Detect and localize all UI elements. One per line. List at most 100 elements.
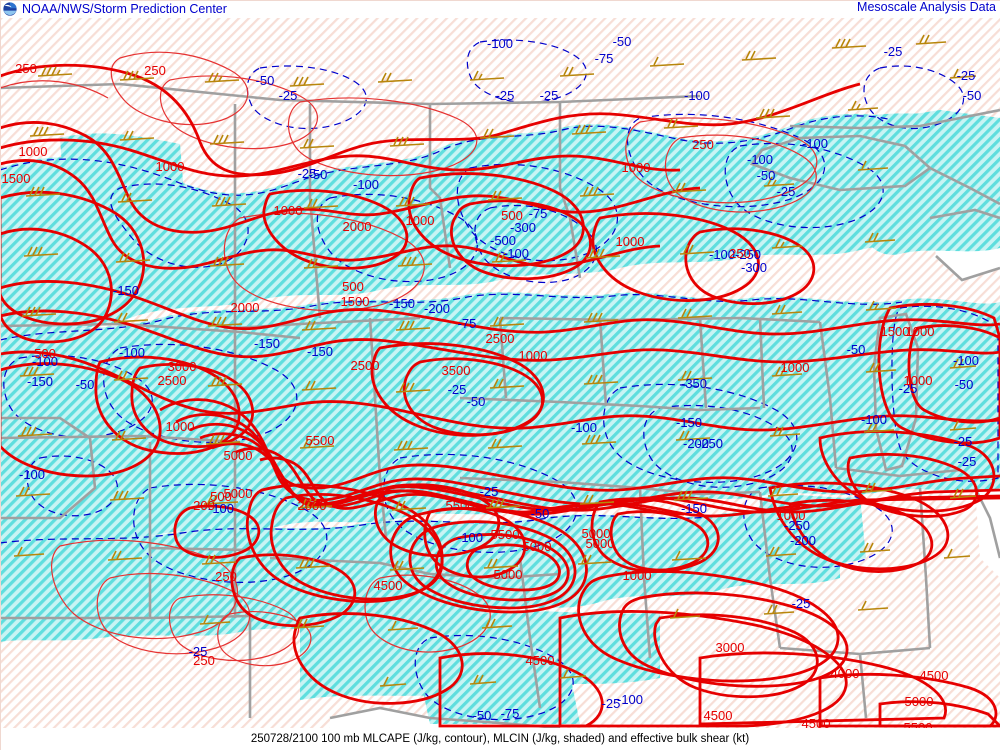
mlcape-label: 5000: [224, 486, 253, 501]
mlcin-label: -100: [617, 692, 643, 707]
mlcape-label: 1000: [622, 160, 651, 175]
mlcape-label: 1000: [519, 348, 548, 363]
mlcape-label: 1000: [166, 419, 195, 434]
mlcin-label: -100: [19, 467, 45, 482]
mlcin-label: -300: [741, 260, 767, 275]
mlcin-label: -75: [458, 316, 477, 331]
mlcape-label: 4000: [831, 666, 860, 681]
mlcin-label: -100: [208, 501, 234, 516]
mlcin-shaded-regions: [0, 110, 1000, 724]
mlcin-label: -25: [958, 454, 977, 469]
mlcape-label: 1000: [623, 568, 652, 583]
mlcape-label: 500: [210, 489, 232, 504]
noaa-seal-icon: [2, 1, 18, 17]
caption-text: 250728/2100 100 mb MLCAPE (J/kg, contour…: [250, 733, 750, 745]
mlcin-label: -25: [279, 88, 298, 103]
mlcin-label: -100: [32, 354, 58, 369]
mlcin-label: -150: [113, 283, 139, 298]
mlcin-label: -100: [119, 345, 145, 360]
mlcin-label: -500: [490, 233, 516, 248]
mlcape-label: 5500: [446, 498, 475, 513]
mlcape-label: 500: [34, 346, 56, 361]
mlcin-label: -50: [473, 708, 492, 723]
mlcape-label: 3000: [716, 640, 745, 655]
mlcin-label: -100: [571, 420, 597, 435]
mlcape-label: 500: [342, 279, 364, 294]
mlcin-label: -25: [448, 382, 467, 397]
mlcape-label: 250: [144, 63, 166, 78]
mlcape-label: 5000: [586, 536, 615, 551]
mlcape-label: 250: [692, 137, 714, 152]
header-left-group: NOAA/NWS/Storm Prediction Center: [2, 0, 227, 18]
mlcape-label: 250: [15, 61, 37, 76]
mlcape-label: 4500: [526, 653, 555, 668]
gulf-of-mexico: [330, 708, 560, 728]
mlcape-label: 2500: [486, 331, 515, 346]
mlcape-label: 5000: [582, 526, 611, 541]
header-dataset-label: Mesoscale Analysis Data: [857, 0, 996, 14]
map-caption: 250728/2100 100 mb MLCAPE (J/kg, contour…: [0, 728, 1000, 750]
mlcape-label: 2000: [231, 300, 260, 315]
mlcin-label: -25: [954, 434, 973, 449]
mlcape-label: 1000: [906, 324, 935, 339]
mlcin-label: -75: [529, 206, 548, 221]
mlcin-label: -50: [613, 34, 632, 49]
mlcape-label: 1500: [341, 294, 370, 309]
mlcape-label: 3500: [442, 363, 471, 378]
mlcin-label: -100: [457, 530, 483, 545]
mlcape-label: 5500: [491, 527, 520, 542]
mlcin-label: -50: [256, 73, 275, 88]
mlcin-label: -25: [777, 184, 796, 199]
mlcin-label: -50: [757, 168, 776, 183]
mesoanalysis-map[interactable]: -100 -50 -50 -25 -25 -25 -75 -25 -50 -100 -25 -100-…: [0, 18, 1000, 728]
mlcape-label: 1500: [2, 171, 31, 186]
mlcin-label: -25: [496, 88, 515, 103]
mlcin-label: -50: [963, 88, 982, 103]
mlcin-contour-labels: -100 -50-50-25 -25 -25-75-25-50-100-25-100-…: [19, 34, 981, 723]
mlcape-label: 1000: [274, 203, 303, 218]
mlcape-label: 2000: [298, 498, 327, 513]
mlcin-label: -150: [307, 344, 333, 359]
mlcin-label: -100: [861, 412, 887, 427]
mlcape-label: 1000: [777, 508, 806, 523]
mlcin-label: -350: [681, 376, 707, 391]
mlcape-label: 1000: [904, 373, 933, 388]
mlcape-label: 200: [193, 498, 215, 513]
mlcin-label: -100: [802, 136, 828, 151]
mlcin-label: -75: [595, 51, 614, 66]
mlcin-label: -50: [531, 506, 550, 521]
mlcape-label: 1000: [19, 144, 48, 159]
mlcin-label: -50: [467, 394, 486, 409]
mlcin-label: -25: [957, 68, 976, 83]
mlcape-contours: [0, 63, 1000, 728]
mlcin-label: -200: [683, 436, 709, 451]
mlcin-label: -50: [309, 167, 328, 182]
mlcin-label: -100: [353, 177, 379, 192]
mlcape-label: 5500: [904, 720, 933, 728]
mlcin-label: -25: [298, 166, 317, 181]
header-title: NOAA/NWS/Storm Prediction Center: [22, 1, 227, 16]
mlcin-label: -150: [676, 415, 702, 430]
mlcin-label: -25: [792, 596, 811, 611]
mlcin-label: -100: [503, 246, 529, 261]
mlcape-label: 1000: [781, 360, 810, 375]
mlcin-label: -50: [847, 342, 866, 357]
mlcape-label: 1000: [156, 159, 185, 174]
mlcape-label: 500: [501, 208, 523, 223]
mlcin-label: -300: [510, 220, 536, 235]
mlcape-label: 1000: [406, 213, 435, 228]
mlcin-label: -50: [955, 377, 974, 392]
mlcin-label: -25: [480, 484, 499, 499]
mlcape-label: 5000: [523, 539, 552, 554]
mlcape-label: 2000: [343, 219, 372, 234]
mlcape-label: 4500: [374, 578, 403, 593]
mlcin-label: -100: [709, 247, 735, 262]
atlantic-offshore: [975, 484, 1000, 578]
mlcape-label: 4500: [920, 668, 949, 683]
mlcin-label: -25: [884, 44, 903, 59]
map-canvas: -100 -50-50-25 -25 -25-75-25-50-100-25-100-…: [0, 18, 1000, 728]
mlcin-label: -100: [487, 36, 513, 51]
mlcin-label: -250: [784, 518, 810, 533]
mlcin-label: -200: [424, 301, 450, 316]
